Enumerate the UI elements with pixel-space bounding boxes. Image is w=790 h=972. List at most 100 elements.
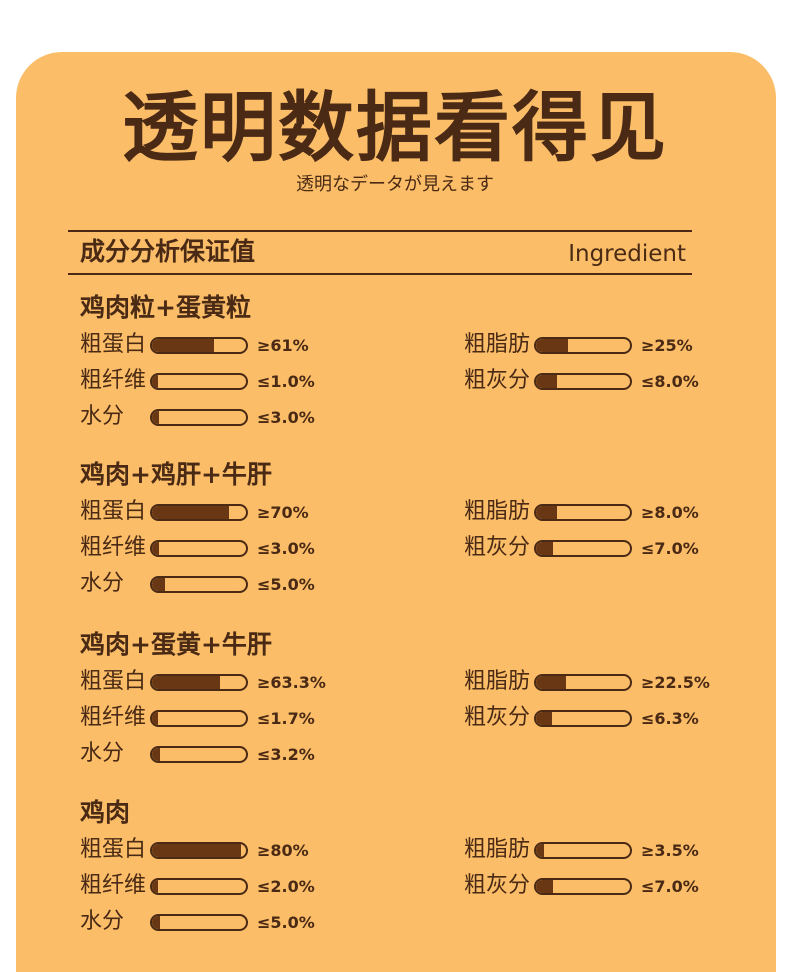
nutrient-value: ≥25% (641, 335, 693, 355)
nutrient-row: 粗纤维 ≤1.0% (80, 368, 315, 394)
nutrient-value: ≥63.3% (257, 672, 326, 692)
nutrient-row: 粗灰分 ≤8.0% (464, 368, 699, 394)
nutrient-bar-fill (152, 541, 159, 555)
section-title: 鸡肉+蛋黄+牛肝 (80, 630, 272, 659)
page-title: 透明数据看得见 (122, 83, 668, 172)
nutrient-row: 粗灰分 ≤7.0% (464, 873, 699, 899)
nutrient-label: 粗蛋白 (80, 499, 147, 524)
section-title: 鸡肉+鸡肝+牛肝 (80, 460, 272, 489)
nutrient-row: 粗纤维 ≤2.0% (80, 873, 315, 899)
nutrient-row: 粗纤维 ≤1.7% (80, 705, 315, 731)
nutrient-row: 粗蛋白 ≥63.3% (80, 669, 326, 695)
nutrient-bar-fill (152, 505, 230, 519)
table-heading-en: Ingredient (568, 241, 686, 267)
nutrient-value: ≥3.5% (641, 840, 699, 860)
nutrient-row: 粗灰分 ≤6.3% (464, 705, 699, 731)
table-rule-top (68, 230, 692, 232)
nutrient-row: 粗脂肪 ≥8.0% (464, 499, 699, 525)
nutrient-bar (150, 408, 248, 426)
nutrient-row: 粗脂肪 ≥25% (464, 332, 693, 358)
table-rule-bottom (68, 273, 692, 275)
nutrient-row: 水分 ≤5.0% (80, 571, 315, 597)
nutrient-label: 粗蛋白 (80, 837, 147, 862)
nutrient-label: 粗蛋白 (80, 332, 147, 357)
nutrient-bar-fill (536, 879, 553, 893)
nutrient-bar (150, 709, 248, 727)
nutrient-value: ≤2.0% (257, 876, 315, 896)
nutrient-bar (534, 709, 632, 727)
nutrient-label: 粗脂肪 (464, 669, 531, 694)
nutrient-bar-fill (536, 541, 553, 555)
section-3: 鸡肉+蛋黄+牛肝粗蛋白 ≥63.3% 粗脂肪 ≥22.5% 粗纤维 ≤1.7% 粗灰分 ≤6.… (0, 629, 790, 789)
nutrient-bar (150, 673, 248, 691)
nutrient-bar (534, 372, 632, 390)
nutrient-bar-fill (536, 675, 567, 689)
nutrient-label: 粗灰分 (464, 368, 531, 393)
nutrient-bar-fill (536, 374, 557, 388)
nutrient-value: ≥80% (257, 840, 309, 860)
nutrient-bar (534, 841, 632, 859)
nutrient-label: 粗纤维 (80, 368, 147, 393)
section-title: 鸡肉粒+蛋黄粒 (80, 293, 251, 322)
nutrient-label: 粗脂肪 (464, 499, 531, 524)
nutrient-label: 水分 (80, 741, 125, 766)
nutrient-bar (150, 372, 248, 390)
nutrient-value: ≤1.0% (257, 371, 315, 391)
nutrient-label: 水分 (80, 404, 125, 429)
nutrient-bar-fill (152, 747, 160, 761)
nutrient-value: ≥22.5% (641, 672, 710, 692)
nutrient-label: 粗纤维 (80, 873, 147, 898)
nutrient-value: ≤5.0% (257, 912, 315, 932)
nutrient-row: 粗纤维 ≤3.0% (80, 535, 315, 561)
nutrient-bar (150, 539, 248, 557)
nutrient-label: 粗脂肪 (464, 837, 531, 862)
nutrient-row: 水分 ≤3.0% (80, 404, 315, 430)
nutrient-bar-fill (152, 577, 166, 591)
nutrient-bar (150, 841, 248, 859)
nutrient-label: 粗纤维 (80, 535, 147, 560)
nutrient-value: ≤3.2% (257, 744, 315, 764)
nutrient-bar-fill (152, 879, 158, 893)
nutrient-label: 粗灰分 (464, 705, 531, 730)
nutrient-bar (534, 539, 632, 557)
nutrient-value: ≤3.0% (257, 407, 315, 427)
nutrient-value: ≤7.0% (641, 876, 699, 896)
nutrient-bar (150, 877, 248, 895)
nutrient-bar-fill (152, 374, 158, 388)
nutrient-value: ≥61% (257, 335, 309, 355)
nutrient-row: 粗蛋白 ≥80% (80, 837, 309, 863)
nutrient-value: ≤3.0% (257, 538, 315, 558)
table-heading: 成分分析保证值 (80, 237, 256, 266)
nutrient-value: ≤1.7% (257, 708, 315, 728)
nutrient-bar-fill (536, 505, 557, 519)
nutrient-label: 粗灰分 (464, 535, 531, 560)
nutrient-bar-fill (152, 915, 160, 929)
nutrient-bar (150, 575, 248, 593)
nutrient-bar (534, 336, 632, 354)
section-4: 鸡肉 粗蛋白 ≥80% 粗脂肪 ≥3.5% 粗纤维 ≤2.0% 粗灰分 ≤7.0% 水分 ≤5.0% (0, 797, 790, 957)
nutrient-value: ≥8.0% (641, 502, 699, 522)
nutrient-value: ≤7.0% (641, 538, 699, 558)
nutrient-label: 水分 (80, 909, 125, 934)
nutrient-bar (534, 503, 632, 521)
nutrient-bar-fill (152, 675, 220, 689)
nutrient-row: 粗灰分 ≤7.0% (464, 535, 699, 561)
nutrient-bar-fill (536, 338, 568, 352)
nutrient-value: ≥70% (257, 502, 309, 522)
nutrient-bar (150, 745, 248, 763)
nutrient-value: ≤5.0% (257, 574, 315, 594)
nutrient-bar-fill (152, 711, 158, 725)
nutrient-bar-fill (152, 410, 159, 424)
nutrient-label: 水分 (80, 571, 125, 596)
nutrient-label: 粗纤维 (80, 705, 147, 730)
info-card (16, 52, 776, 972)
nutrient-label: 粗灰分 (464, 873, 531, 898)
nutrient-bar-fill (536, 843, 544, 857)
nutrient-bar (534, 877, 632, 895)
nutrient-row: 粗脂肪 ≥3.5% (464, 837, 699, 863)
nutrient-row: 水分 ≤3.2% (80, 741, 315, 767)
nutrient-label: 粗蛋白 (80, 669, 147, 694)
nutrient-bar (534, 673, 632, 691)
nutrient-row: 水分 ≤5.0% (80, 909, 315, 935)
nutrient-bar (150, 913, 248, 931)
